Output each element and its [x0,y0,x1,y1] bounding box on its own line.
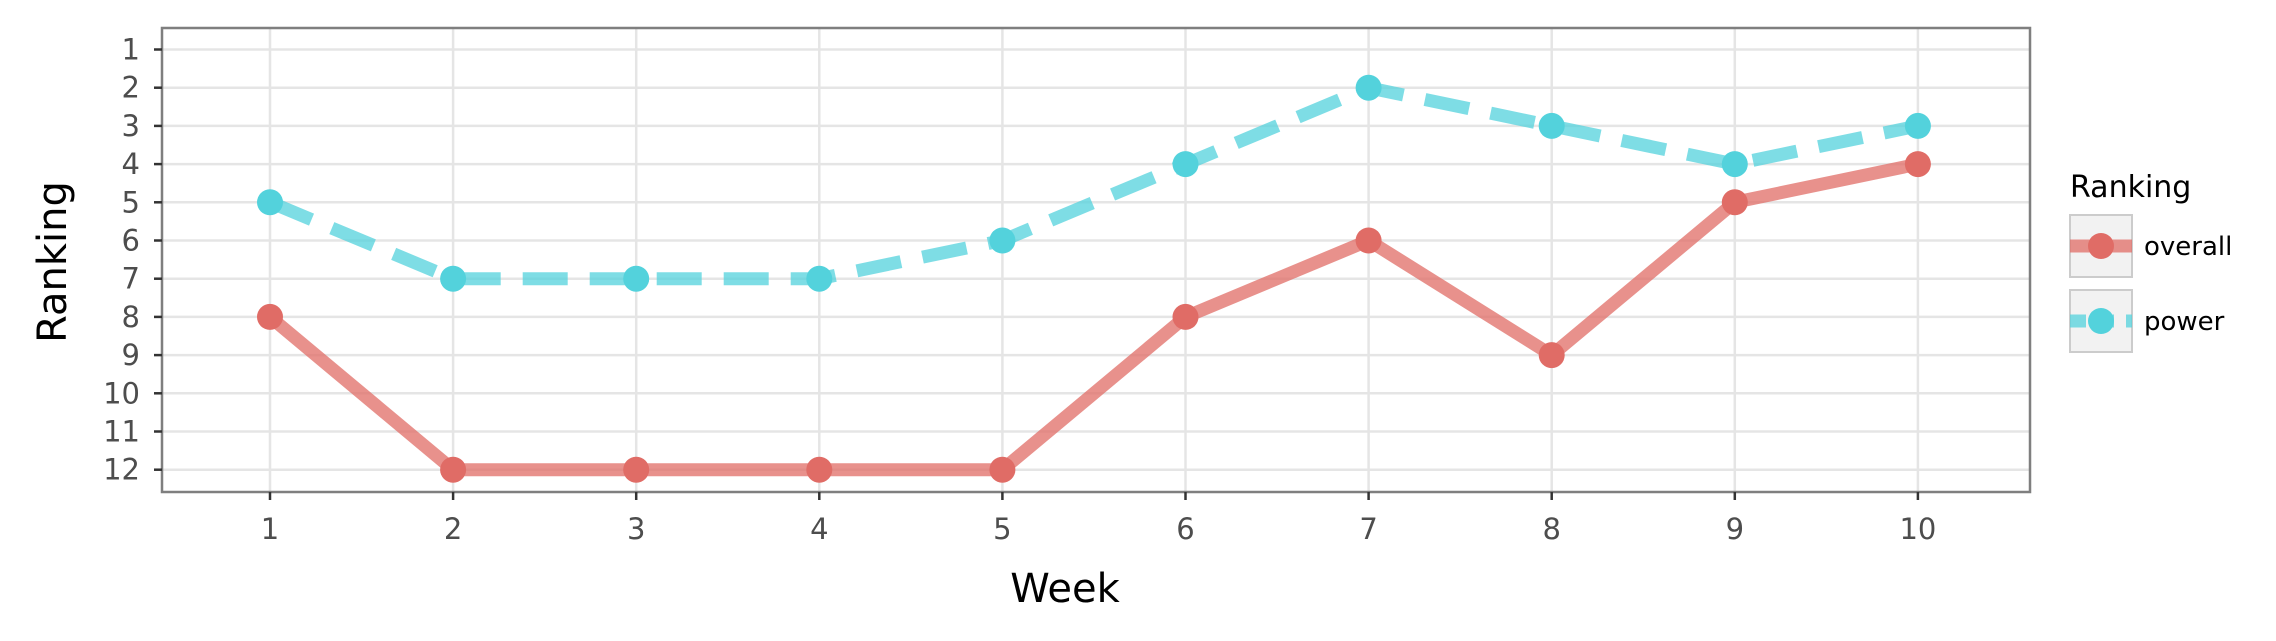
data-point-overall [806,456,833,483]
x-tick-label: 4 [810,512,828,546]
legend-label-overall: overall [2144,232,2232,262]
x-tick-label: 9 [1726,512,1744,546]
y-tick-label: 9 [122,338,140,372]
data-point-power [806,265,833,292]
x-tick-label: 2 [444,512,462,546]
y-tick-label: 2 [122,71,140,105]
legend-marker-power [2088,308,2114,334]
legend-label-power: power [2144,307,2225,337]
data-point-power [257,189,283,216]
series-line-power [267,81,1920,286]
data-point-overall [623,456,650,483]
y-tick-label: 5 [122,185,140,219]
data-point-power [1355,74,1382,101]
data-point-power [623,265,650,292]
x-tick-label: 6 [1176,512,1194,546]
x-tick-label: 1 [261,512,279,546]
legend: Ranking overall power [2069,170,2232,353]
x-axis: 1 2 3 4 5 6 7 8 9 10 [261,492,1936,546]
y-axis-title: Ranking [30,181,76,343]
y-tick-label: 4 [122,147,140,181]
data-point-power [1904,112,1931,139]
data-point-overall [1721,189,1748,216]
y-tick-label: 1 [122,33,140,67]
data-point-overall [989,456,1016,483]
data-point-power [1172,151,1199,178]
y-tick-label: 6 [122,224,140,258]
y-tick-label: 10 [103,376,140,410]
x-tick-label: 5 [993,512,1011,546]
y-tick-label: 8 [122,300,140,334]
x-tick-label: 8 [1542,512,1560,546]
data-point-overall [440,456,467,483]
legend-marker-overall [2088,233,2114,259]
y-tick-label: 12 [103,453,140,487]
data-point-overall [1172,303,1199,330]
data-point-power [989,227,1016,254]
data-point-power [1538,112,1565,139]
data-point-overall [1904,151,1931,178]
data-point-power [440,265,467,292]
data-point-overall [257,303,283,330]
legend-title: Ranking [2070,170,2191,205]
plot-border [160,26,2032,494]
y-tick-label: 7 [122,262,140,296]
data-point-overall [1355,227,1382,254]
x-tick-label: 7 [1359,512,1377,546]
data-point-power [1721,151,1748,178]
series-line-overall [265,157,1920,477]
y-tick-label: 3 [122,109,140,143]
x-tick-label: 10 [1899,512,1936,546]
y-tick-label: 11 [103,415,140,449]
x-axis-title: Week [1010,566,1120,612]
x-tick-label: 3 [627,512,645,546]
plot-panel [162,28,2030,492]
series-lines [257,74,1931,483]
data-point-overall [1538,342,1565,369]
